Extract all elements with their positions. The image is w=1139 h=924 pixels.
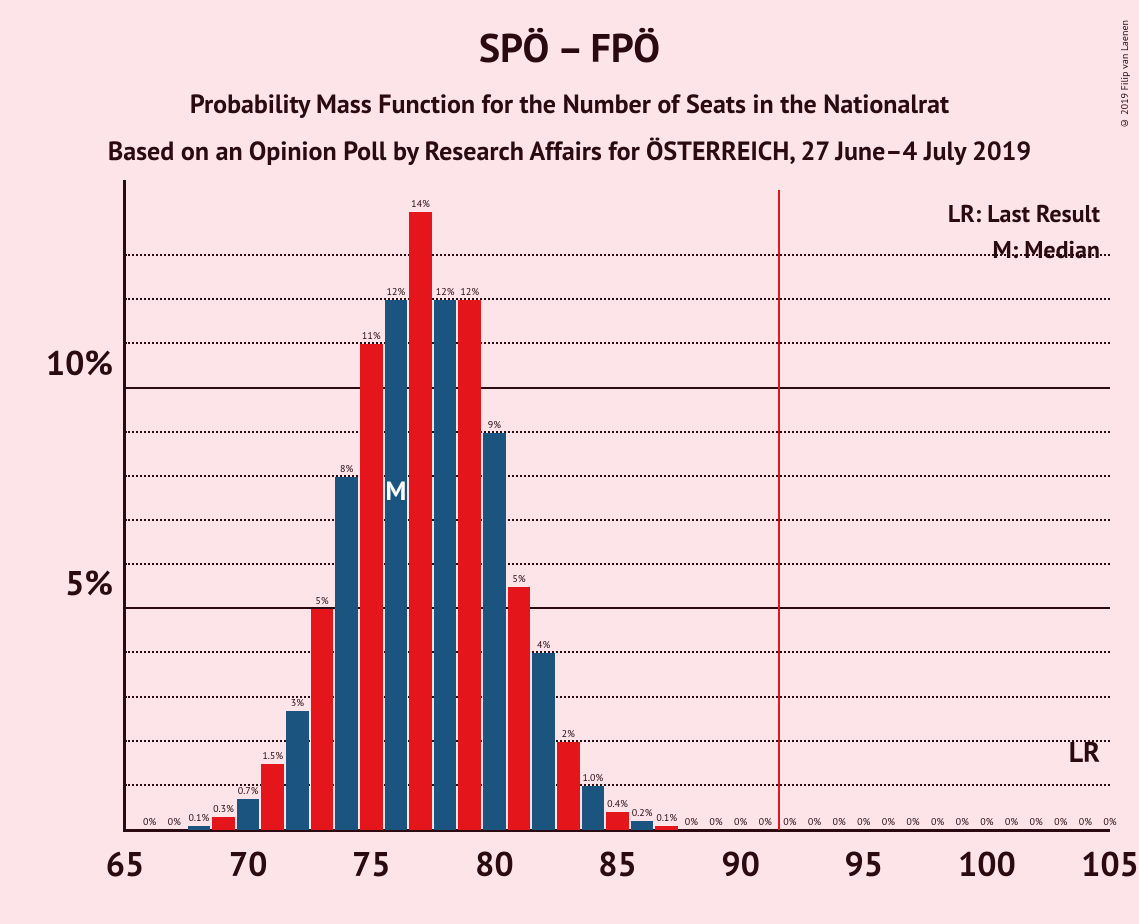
bar-value-label: 0% — [857, 815, 870, 830]
gridline-minor — [125, 431, 1110, 433]
bar: 11% — [360, 344, 383, 830]
gridline-minor — [125, 740, 1110, 742]
x-tick-label: 90 — [721, 830, 760, 886]
last-result-line — [778, 190, 780, 830]
bar-value-label: 0.4% — [607, 797, 628, 812]
bar-value-label: 5% — [315, 594, 328, 609]
x-tick-label: 80 — [475, 830, 514, 886]
bar-value-label: 0% — [956, 815, 969, 830]
y-axis — [123, 180, 126, 830]
bar: 0.3% — [212, 817, 235, 830]
chart-subtitle-1: Probability Mass Function for the Number… — [0, 74, 1139, 121]
bar-value-label: 4% — [537, 638, 550, 653]
bar-value-label: 9% — [488, 418, 501, 433]
bar-value-label: 0% — [168, 815, 181, 830]
bar: 12% — [385, 300, 408, 830]
bar-value-label: 0% — [1030, 815, 1043, 830]
bar-value-label: 12% — [387, 285, 406, 300]
gridline-major — [125, 607, 1110, 609]
chart-title: SPÖ – FPÖ — [0, 0, 1139, 74]
x-tick-label: 95 — [844, 830, 883, 886]
bar: 1.0% — [582, 786, 605, 830]
copyright-label: © 2019 Filip van Laenen — [1118, 20, 1131, 130]
bar-value-label: 11% — [362, 329, 381, 344]
bar-value-label: 0.1% — [188, 811, 209, 826]
bar-value-label: 0% — [931, 815, 944, 830]
bar-value-label: 0.1% — [656, 811, 677, 826]
bar: 0.4% — [606, 812, 629, 830]
gridline-minor — [125, 475, 1110, 477]
gridline-minor — [125, 696, 1110, 698]
gridline-minor — [125, 563, 1110, 565]
bar-value-label: 0% — [833, 815, 846, 830]
legend-m: M: Median — [993, 234, 1101, 265]
bar: 0.1% — [655, 826, 678, 830]
bar-value-label: 0.2% — [632, 806, 653, 821]
x-tick-label: 85 — [598, 830, 637, 886]
bar-value-label: 5% — [512, 572, 525, 587]
bar-value-label: 0% — [734, 815, 747, 830]
bar-value-label: 12% — [436, 285, 455, 300]
y-tick-label: 5% — [65, 561, 125, 605]
bar: 5% — [311, 609, 334, 830]
bar: 8% — [335, 477, 358, 830]
bar-value-label: 0% — [1005, 815, 1018, 830]
bar: 0.7% — [237, 799, 260, 830]
chart-plot-area: LR: Last Result M: Median 5%10%657075808… — [125, 190, 1110, 830]
bar-value-label: 14% — [411, 197, 430, 212]
bar-value-label: 0% — [980, 815, 993, 830]
bar-value-label: 0% — [1103, 815, 1116, 830]
x-tick-label: 75 — [352, 830, 391, 886]
y-tick-label: 10% — [46, 341, 125, 385]
bar-value-label: 8% — [340, 462, 353, 477]
gridline-minor — [125, 342, 1110, 344]
bar-value-label: 1.5% — [262, 749, 283, 764]
bar: 12% — [458, 300, 481, 830]
chart-subtitle-2: Based on an Opinion Poll by Research Aff… — [0, 121, 1139, 168]
x-tick-label: 105 — [1081, 830, 1139, 886]
bar-value-label: 0% — [1079, 815, 1092, 830]
bar-value-label: 0% — [759, 815, 772, 830]
gridline-minor — [125, 298, 1110, 300]
bar-value-label: 0% — [906, 815, 919, 830]
x-tick-label: 70 — [229, 830, 268, 886]
last-result-label: LR — [1069, 733, 1100, 770]
bar: 14% — [409, 212, 432, 830]
bar-value-label: 0% — [808, 815, 821, 830]
bar: 0.2% — [631, 821, 654, 830]
bar: 2% — [557, 742, 580, 830]
median-label: M — [385, 475, 406, 508]
bar: 4% — [532, 653, 555, 830]
bar-value-label: 12% — [460, 285, 479, 300]
bar: 3% — [286, 711, 309, 830]
x-tick-label: 100 — [958, 830, 1016, 886]
bar-value-label: 1.0% — [582, 771, 603, 786]
bar-value-label: 0% — [685, 815, 698, 830]
bar: 9% — [483, 433, 506, 830]
bar-value-label: 0.7% — [238, 784, 259, 799]
bar-value-label: 3% — [291, 696, 304, 711]
gridline-minor — [125, 651, 1110, 653]
bar-value-label: 0% — [709, 815, 722, 830]
bar-value-label: 0.3% — [213, 802, 234, 817]
bar-value-label: 2% — [562, 727, 575, 742]
gridline-minor — [125, 519, 1110, 521]
bar: 0.1% — [188, 826, 211, 830]
bar: 1.5% — [261, 764, 284, 830]
bar-value-label: 0% — [783, 815, 796, 830]
gridline-major — [125, 387, 1110, 389]
bar: 5% — [508, 587, 531, 830]
x-tick-label: 65 — [106, 830, 145, 886]
legend-lr: LR: Last Result — [948, 198, 1100, 229]
gridline-minor — [125, 254, 1110, 256]
bar-value-label: 0% — [882, 815, 895, 830]
bar-value-label: 0% — [1054, 815, 1067, 830]
bar-value-label: 0% — [143, 815, 156, 830]
bar: 12% — [434, 300, 457, 830]
